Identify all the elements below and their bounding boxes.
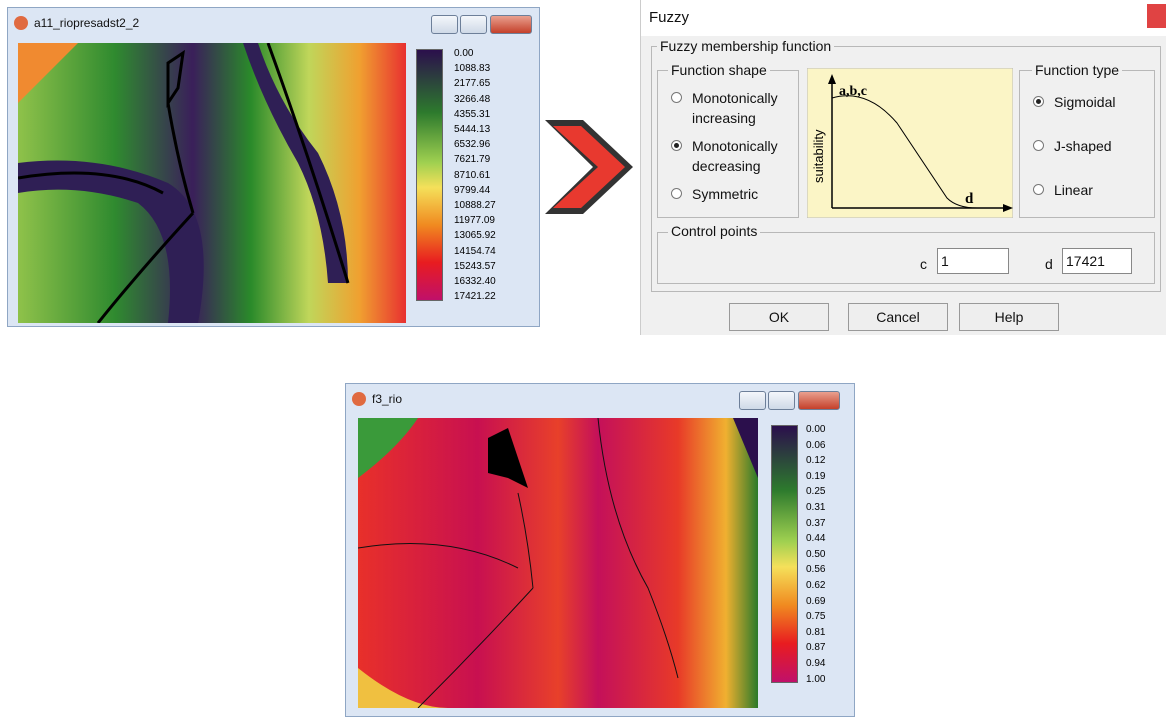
shape-label: Function shape: [668, 62, 770, 78]
raster-map: [358, 418, 758, 708]
legend-label: 0.94: [806, 658, 825, 669]
legend-label: 2177.65: [454, 78, 490, 89]
legend-label: 0.87: [806, 642, 825, 653]
legend-label: 0.50: [806, 549, 825, 560]
radio-button[interactable]: [671, 92, 682, 103]
dialog-titlebar: [641, 0, 1166, 36]
c-label: c: [920, 256, 927, 272]
radio-label[interactable]: Symmetric: [692, 184, 792, 204]
legend-label: 0.44: [806, 533, 825, 544]
legend-label: 0.12: [806, 455, 825, 466]
legend-label: 0.37: [806, 518, 825, 529]
y-axis-label: suitability: [811, 129, 826, 183]
legend-label: 0.19: [806, 471, 825, 482]
legend-label: 15243.57: [454, 261, 496, 272]
radio-button[interactable]: [1033, 140, 1044, 151]
arrow: [543, 118, 635, 216]
peak-label: a,b,c: [839, 84, 867, 99]
dialog-button[interactable]: Cancel: [848, 303, 948, 331]
close-button[interactable]: [1147, 4, 1166, 28]
legend-label: 0.75: [806, 611, 825, 622]
radio-button[interactable]: [671, 140, 682, 151]
d-label: d: [1045, 256, 1053, 272]
window-title: f3_rio: [372, 392, 402, 406]
dialog-title: Fuzzy: [649, 9, 689, 26]
legend-label: 11977.09: [454, 215, 495, 226]
radio-label[interactable]: Sigmoidal: [1054, 92, 1164, 112]
radio-button[interactable]: [1033, 96, 1044, 107]
legend-label: 0.06: [806, 440, 825, 451]
radio-button[interactable]: [1033, 184, 1044, 195]
raster-window: f3_rio 0.00 0.06 0.12 0.19 0.25 0.31 0.37 0.44 0…: [345, 383, 855, 717]
legend-label: 0.31: [806, 502, 825, 513]
radio-label[interactable]: Linear: [1054, 180, 1164, 200]
d-input[interactable]: 17421: [1062, 248, 1132, 274]
maximize-button[interactable]: [460, 15, 487, 34]
maximize-button[interactable]: [768, 391, 795, 410]
legend-label: 10888.27: [454, 200, 496, 211]
legend-label: 0.00: [806, 424, 825, 435]
window-title: a11_riopresadst2_2: [34, 16, 139, 30]
legend-label: 16332.40: [454, 276, 496, 287]
legend-label: 0.56: [806, 564, 825, 575]
legend-label: 9799.44: [454, 185, 490, 196]
close-button[interactable]: [798, 391, 840, 410]
color-ramp: [416, 49, 443, 301]
app-icon: [14, 16, 28, 30]
close-button[interactable]: [490, 15, 532, 34]
fuzzy-dialog: Fuzzy Fuzzy membership function Function…: [640, 0, 1166, 335]
function-graph: a,b,c suitability d: [807, 68, 1013, 218]
dialog-button[interactable]: Help: [959, 303, 1059, 331]
raster-window: a11_riopresadst2_2 0.00 1088.83 2177.65 326…: [7, 7, 540, 327]
group-label: Fuzzy membership function: [657, 38, 834, 54]
x-axis-label: d: [965, 191, 974, 207]
legend-label: 5444.13: [454, 124, 490, 135]
legend-label: 1.00: [806, 674, 825, 685]
app-icon: [352, 392, 366, 406]
legend-label: 4355.31: [454, 109, 490, 120]
legend-label: 0.25: [806, 486, 825, 497]
legend-label: 3266.48: [454, 94, 490, 105]
legend-label: 13065.92: [454, 230, 496, 241]
radio-label[interactable]: J-shaped: [1054, 136, 1164, 156]
minimize-button[interactable]: [739, 391, 766, 410]
legend-label: 0.00: [454, 48, 473, 59]
page: a11_riopresadst2_2 0.00 1088.83 2177.65 326…: [0, 0, 1166, 717]
radio-label[interactable]: Monotonically increasing: [692, 88, 792, 128]
control-label: Control points: [668, 223, 760, 239]
legend-label: 6532.96: [454, 139, 490, 150]
dialog-button[interactable]: OK: [729, 303, 829, 331]
legend-label: 0.69: [806, 596, 825, 607]
minimize-button[interactable]: [431, 15, 458, 34]
c-input[interactable]: 1: [937, 248, 1009, 274]
legend-label: 1088.83: [454, 63, 490, 74]
legend-label: 14154.74: [454, 246, 496, 257]
type-label: Function type: [1032, 62, 1122, 78]
legend-label: 0.81: [806, 627, 825, 638]
radio-label[interactable]: Monotonically decreasing: [692, 136, 792, 176]
legend-label: 7621.79: [454, 154, 490, 165]
raster-map: [18, 43, 406, 323]
color-ramp: [771, 425, 798, 683]
radio-button[interactable]: [671, 188, 682, 199]
legend-label: 0.62: [806, 580, 825, 591]
legend-label: 17421.22: [454, 291, 496, 302]
legend-label: 8710.61: [454, 170, 490, 181]
